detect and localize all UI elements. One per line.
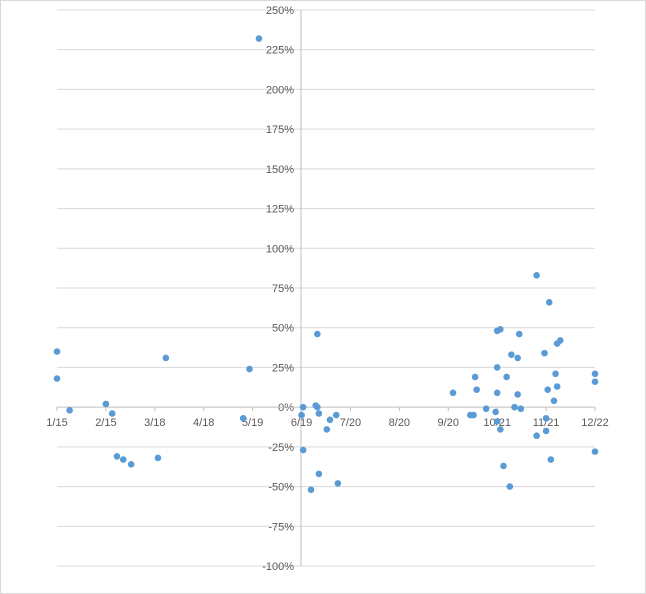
data-point [307, 486, 315, 494]
data-point [493, 364, 501, 371]
data-point [497, 426, 504, 433]
y-tick-label: -25% [268, 442, 294, 454]
data-point [545, 298, 553, 306]
data-point [315, 470, 323, 478]
data-point [514, 354, 521, 362]
data-point [471, 373, 479, 381]
data-point [552, 370, 559, 378]
data-point [500, 462, 507, 470]
data-point [473, 386, 480, 393]
y-tick-label: 75% [272, 283, 294, 295]
data-point [127, 461, 135, 468]
data-point [497, 326, 504, 333]
data-point [315, 410, 323, 417]
data-point [108, 410, 116, 417]
data-point [334, 480, 342, 487]
data-point [66, 407, 73, 414]
x-tick-label: 4/18 [193, 417, 214, 429]
data-point [482, 405, 490, 413]
data-point [515, 330, 523, 338]
x-tick-label: 3/18 [144, 417, 165, 429]
data-point [591, 378, 599, 386]
data-point [550, 397, 558, 405]
y-tick-label: 0% [278, 402, 294, 414]
data-point [542, 414, 550, 422]
data-point [255, 35, 263, 42]
data-point [517, 405, 525, 413]
data-point [541, 349, 548, 357]
data-point [514, 391, 521, 398]
x-tick-label: 9/20 [438, 417, 459, 429]
data-point [506, 483, 514, 490]
data-point [553, 383, 561, 390]
x-tick-label: 5/19 [242, 417, 263, 429]
data-point [449, 389, 457, 397]
data-point [162, 354, 170, 362]
x-tick-label: 7/20 [340, 417, 361, 429]
data-point [154, 454, 162, 462]
x-tick-label: 6/19 [291, 417, 312, 429]
data-point [556, 337, 564, 344]
data-point [470, 411, 477, 419]
y-tick-label: 250% [266, 5, 294, 17]
data-point [542, 427, 550, 435]
data-point [547, 456, 555, 463]
data-point [298, 411, 305, 419]
data-point [239, 414, 247, 422]
data-point [591, 448, 599, 455]
data-point [493, 418, 501, 425]
data-point [533, 271, 540, 279]
x-tick-label: 2/15 [95, 417, 116, 429]
y-tick-label: 50% [272, 323, 294, 335]
data-point [246, 365, 253, 373]
y-tick-label: 100% [266, 243, 294, 255]
x-tick-label: 1/15 [46, 417, 67, 429]
y-tick-label: -75% [268, 521, 294, 533]
data-point [544, 386, 551, 393]
y-tick-label: 200% [266, 84, 294, 96]
data-point [299, 403, 307, 411]
data-point [332, 411, 340, 419]
data-point [119, 456, 127, 463]
data-point [323, 426, 331, 433]
data-point [493, 389, 501, 397]
y-tick-label: -100% [262, 561, 294, 573]
data-point [299, 446, 307, 454]
data-point [314, 403, 321, 411]
data-point [102, 400, 110, 408]
y-tick-label: 175% [266, 124, 294, 136]
data-point [503, 373, 510, 381]
data-point [53, 348, 61, 355]
x-tick-label: 12/22 [581, 417, 609, 429]
data-point [314, 330, 321, 338]
y-tick-label: 25% [272, 362, 294, 374]
data-point [53, 375, 61, 382]
data-point [591, 370, 599, 378]
data-point [511, 403, 518, 411]
data-point [326, 416, 334, 424]
y-tick-label: -50% [268, 482, 294, 494]
data-point [533, 432, 540, 440]
x-tick-label: 11/21 [533, 417, 560, 429]
data-point [508, 351, 515, 359]
y-tick-label: 150% [266, 164, 294, 176]
x-tick-label: 8/20 [389, 417, 410, 429]
data-point [113, 453, 121, 460]
data-point [492, 408, 499, 416]
y-tick-label: 225% [266, 45, 294, 57]
y-tick-label: 125% [266, 204, 294, 216]
